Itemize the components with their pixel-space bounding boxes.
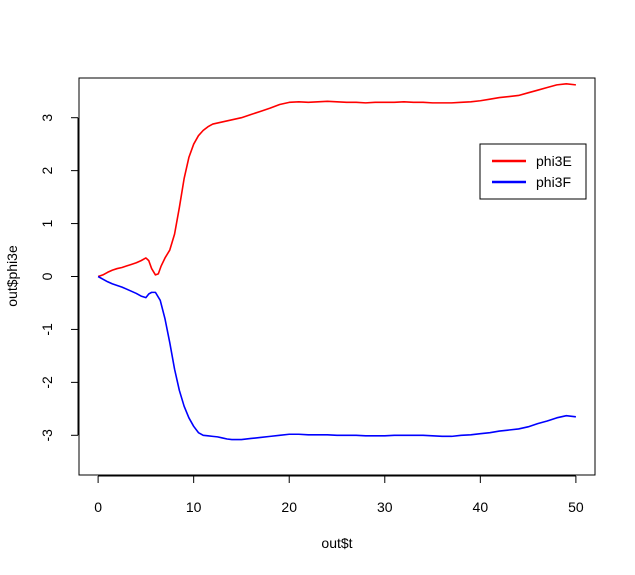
x-axis: 0 10 20 30 40 50 xyxy=(94,475,584,515)
y-tick-label: -3 xyxy=(39,429,55,442)
y-tick-label: 0 xyxy=(39,272,55,280)
x-tick-label: 50 xyxy=(568,499,584,515)
plot-box xyxy=(78,77,596,476)
y-tick-label: -1 xyxy=(39,323,55,336)
x-tick-label: 0 xyxy=(94,499,102,515)
legend-label-phi3f: phi3F xyxy=(536,174,571,190)
series-line-phi3f xyxy=(97,275,576,441)
x-tick-label: 40 xyxy=(473,499,489,515)
series-line-phi3e xyxy=(97,83,576,278)
series-layer xyxy=(97,83,576,441)
x-tick-label: 30 xyxy=(377,499,393,515)
y-tick-label: 1 xyxy=(39,219,55,227)
x-tick-label: 10 xyxy=(186,499,202,515)
y-tick-label: 3 xyxy=(39,114,55,122)
legend-box xyxy=(479,143,587,200)
y-tick-label: 2 xyxy=(39,167,55,175)
x-axis-label: out$t xyxy=(321,535,352,551)
legend: phi3E phi3F xyxy=(479,143,587,200)
x-tick-label: 20 xyxy=(281,499,297,515)
y-tick-label: -2 xyxy=(39,376,55,389)
legend-label-phi3e: phi3E xyxy=(536,153,572,169)
y-axis-label: out$phi3e xyxy=(4,245,20,307)
y-axis: -3 -2 -1 0 1 2 3 xyxy=(39,114,79,442)
